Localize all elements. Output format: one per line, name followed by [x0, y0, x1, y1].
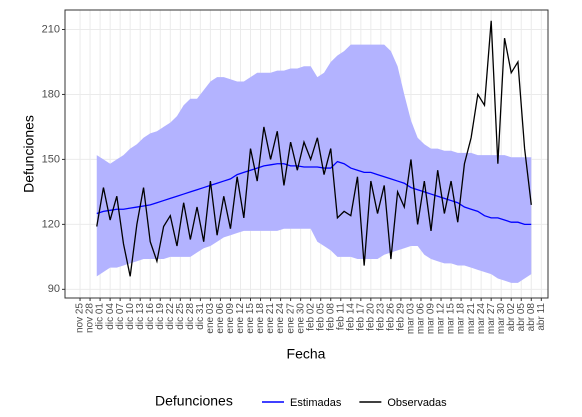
x-tick-label: nov 25	[75, 303, 86, 333]
x-tick-label: mar 06	[416, 303, 427, 335]
x-tick-label: feb 17	[355, 303, 366, 331]
y-tick-label: 180	[42, 88, 60, 100]
x-tick-label: feb 26	[386, 303, 397, 331]
x-tick-label: feb 20	[365, 303, 376, 331]
y-tick-label: 120	[42, 218, 60, 230]
x-tick-label: dic 13	[135, 303, 146, 330]
legend-title: Defunciones	[155, 393, 233, 409]
x-tick-label: dic 07	[115, 303, 126, 330]
x-tick-label: ene 15	[245, 303, 256, 334]
x-tick-label: mar 09	[426, 303, 437, 335]
legend-label: Estimadas	[290, 397, 342, 409]
x-tick-label: ene 27	[285, 303, 296, 334]
x-tick-label: ene 06	[215, 303, 226, 334]
x-tick-label: feb 11	[335, 303, 346, 330]
x-tick-label: ene 12	[235, 303, 246, 334]
x-tick-label: dic 19	[155, 303, 166, 330]
x-tick-label: dic 10	[125, 303, 136, 330]
y-axis-title: Defunciones	[21, 115, 37, 193]
series-line	[96, 160, 532, 226]
x-tick-label: mar 21	[466, 303, 477, 335]
x-tick-label: abr 02	[506, 303, 517, 332]
y-tick-label: 210	[42, 23, 60, 35]
x-axis-title: Fecha	[287, 346, 326, 362]
x-tick-label: ene 21	[265, 303, 276, 334]
x-tick-label: feb 08	[325, 303, 336, 331]
plot-border	[64, 9, 549, 299]
legend-label: Observadas	[387, 397, 447, 409]
x-tick-label: feb 23	[376, 303, 387, 331]
x-tick-label: ene 09	[225, 303, 236, 334]
x-tick-label: mar 27	[486, 303, 497, 335]
x-tick-label: nov 28	[85, 303, 96, 333]
x-tick-label: mar 30	[496, 303, 507, 335]
x-tick-label: dic 22	[165, 303, 176, 330]
x-tick-label: abr 11	[536, 303, 547, 331]
x-tick-label: dic 01	[95, 303, 106, 330]
x-tick-label: mar 18	[456, 303, 467, 335]
x-tick-label: dic 28	[185, 303, 196, 330]
x-tick-label: feb 29	[396, 303, 407, 331]
x-tick-label: mar 24	[476, 303, 487, 335]
x-tick-label: mar 15	[446, 303, 457, 335]
x-tick-label: feb 02	[305, 303, 316, 331]
x-tick-label: ene 24	[275, 303, 286, 334]
x-tick-label: abr 05	[516, 303, 527, 332]
x-tick-label: ene 18	[255, 303, 266, 334]
y-tick-label: 90	[48, 283, 60, 295]
y-tick-label: 150	[42, 153, 60, 165]
x-tick-label: dic 25	[175, 303, 186, 330]
x-tick-label: mar 12	[436, 303, 447, 335]
x-tick-label: ene 30	[295, 303, 306, 334]
x-tick-label: feb 14	[345, 303, 356, 331]
x-tick-label: dic 16	[145, 303, 156, 330]
series-line	[96, 20, 532, 277]
x-tick-label: dic 31	[195, 303, 206, 330]
x-tick-label: abr 08	[526, 303, 537, 332]
x-tick-label: dic 04	[105, 303, 116, 330]
x-tick-label: ene 03	[205, 303, 216, 334]
x-tick-label: feb 05	[315, 303, 326, 331]
x-tick-label: mar 03	[406, 303, 417, 335]
